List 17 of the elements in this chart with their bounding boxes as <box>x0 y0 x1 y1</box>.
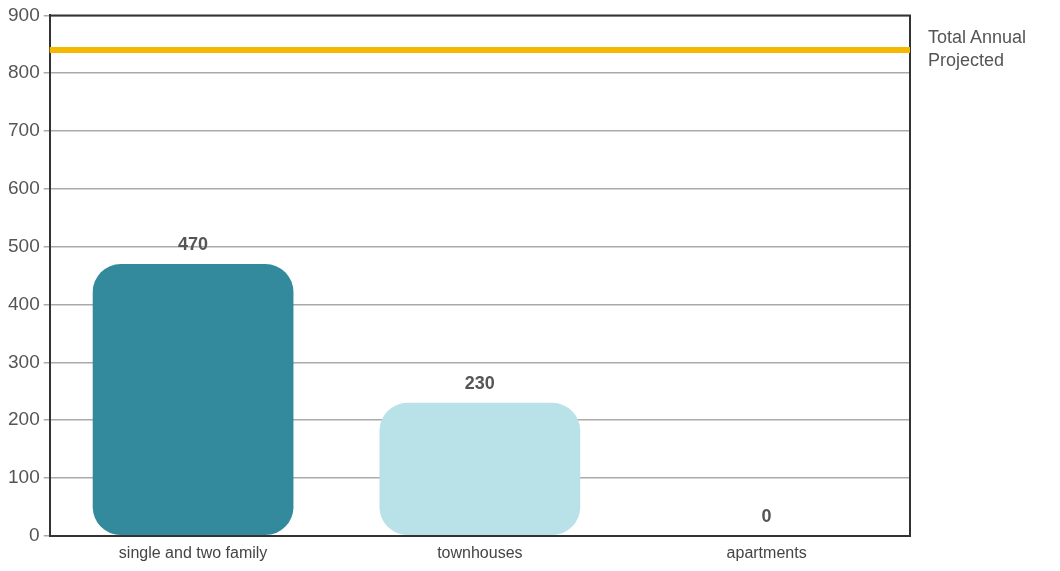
y-tick-label: 700 <box>8 119 40 141</box>
data-label: 470 <box>178 234 209 254</box>
y-tick-label: 900 <box>8 3 40 25</box>
y-tick-label: 500 <box>8 234 40 256</box>
data-label: 230 <box>464 372 495 393</box>
y-tick-label: 0 <box>29 524 40 546</box>
y-tick-label: 100 <box>8 466 40 488</box>
y-tick-label: 600 <box>8 177 40 199</box>
y-tick-label: 400 <box>8 292 40 314</box>
data-label: 0 <box>761 505 772 526</box>
ref-line-label: Total Annual Projected <box>928 27 1027 71</box>
y-tick-label: 300 <box>8 350 40 372</box>
y-tick-label: 800 <box>8 61 40 83</box>
y-tick-label: 200 <box>8 408 40 430</box>
x-tick-label: townhouses <box>437 543 523 561</box>
x-tick-label: apartments <box>726 543 807 561</box>
x-tick-label: single and two family <box>118 543 268 561</box>
